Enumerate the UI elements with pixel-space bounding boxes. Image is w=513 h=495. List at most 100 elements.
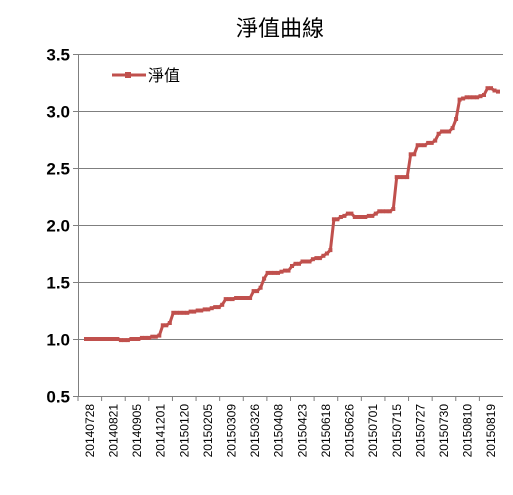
data-point bbox=[167, 321, 172, 325]
data-point bbox=[426, 140, 431, 145]
data-point bbox=[352, 215, 357, 219]
data-point bbox=[115, 337, 120, 341]
y-tick-label: 3.0 bbox=[46, 103, 70, 122]
data-point bbox=[94, 337, 99, 341]
data-point bbox=[307, 259, 312, 264]
data-point bbox=[314, 256, 319, 261]
data-point bbox=[101, 337, 106, 341]
data-point bbox=[492, 88, 497, 93]
data-point bbox=[111, 337, 116, 341]
data-point bbox=[192, 309, 197, 314]
data-point bbox=[98, 337, 102, 341]
data-point bbox=[464, 95, 469, 100]
data-point bbox=[125, 338, 130, 343]
x-tick-label: 20150819 bbox=[484, 404, 498, 458]
data-point bbox=[482, 93, 486, 97]
data-point bbox=[359, 215, 364, 219]
x-tick-label: 20140821 bbox=[106, 404, 120, 458]
data-point bbox=[387, 209, 392, 214]
x-tick-label: 20150205 bbox=[201, 404, 215, 458]
data-point bbox=[199, 308, 204, 313]
data-point bbox=[269, 270, 274, 275]
data-point bbox=[258, 285, 263, 290]
x-axis: 20140728 20140821 20140905 20141201 20150120… bbox=[77, 396, 498, 458]
data-point bbox=[436, 131, 441, 136]
data-point bbox=[276, 270, 280, 275]
gridlines bbox=[78, 54, 503, 397]
y-tick-label: 2.5 bbox=[46, 160, 70, 179]
data-point bbox=[255, 289, 260, 294]
data-point bbox=[401, 175, 406, 180]
data-point bbox=[164, 323, 169, 328]
data-point bbox=[84, 337, 88, 341]
data-point bbox=[384, 209, 389, 214]
data-point bbox=[429, 140, 434, 145]
data-point bbox=[87, 337, 92, 341]
data-point bbox=[122, 338, 127, 343]
data-point bbox=[321, 253, 326, 258]
legend-label: 淨值 bbox=[148, 66, 180, 85]
data-point bbox=[471, 95, 476, 100]
data-point bbox=[262, 276, 267, 281]
data-point bbox=[443, 129, 448, 134]
data-point bbox=[398, 175, 403, 180]
data-point bbox=[216, 305, 221, 310]
data-point bbox=[300, 259, 305, 264]
data-point bbox=[213, 305, 218, 310]
data-point bbox=[304, 259, 308, 264]
x-tick-label: 20150810 bbox=[461, 404, 475, 458]
x-tick-label: 20150727 bbox=[413, 404, 427, 458]
y-axis: 0.5 1.0 1.5 2.0 2.5 3.0 3.5 bbox=[46, 46, 79, 407]
series-line bbox=[86, 86, 499, 342]
data-point bbox=[363, 215, 368, 219]
data-point bbox=[118, 338, 123, 343]
data-point bbox=[286, 268, 291, 273]
data-point bbox=[317, 256, 322, 261]
x-tick-label: 20150309 bbox=[224, 404, 238, 458]
data-point bbox=[185, 310, 190, 315]
y-tick-label: 1.5 bbox=[46, 274, 70, 293]
data-point bbox=[223, 297, 228, 302]
data-point bbox=[366, 213, 371, 218]
data-point bbox=[415, 143, 420, 148]
data-point bbox=[335, 217, 340, 222]
data-point bbox=[150, 334, 155, 339]
data-point bbox=[143, 335, 148, 340]
data-point bbox=[349, 211, 354, 216]
data-point bbox=[419, 143, 424, 148]
data-point bbox=[241, 296, 246, 300]
legend-swatch-marker bbox=[125, 72, 131, 78]
data-point bbox=[450, 126, 455, 131]
y-tick-label: 1.0 bbox=[46, 331, 70, 350]
data-point bbox=[283, 268, 287, 273]
data-point bbox=[422, 143, 427, 148]
data-point bbox=[181, 310, 186, 315]
data-point bbox=[478, 94, 483, 99]
data-point bbox=[454, 117, 459, 121]
data-point bbox=[447, 129, 452, 134]
data-point bbox=[408, 152, 413, 157]
data-point bbox=[272, 270, 277, 275]
data-point bbox=[153, 334, 158, 339]
data-point bbox=[251, 289, 256, 294]
data-point bbox=[136, 337, 141, 341]
x-tick-label: 20150120 bbox=[177, 404, 191, 458]
data-point bbox=[342, 213, 347, 218]
data-point bbox=[489, 86, 493, 91]
data-point bbox=[405, 175, 410, 180]
data-point bbox=[475, 95, 480, 100]
x-tick-label: 20150408 bbox=[272, 404, 286, 458]
data-point bbox=[146, 335, 151, 340]
data-point bbox=[394, 175, 399, 180]
x-tick-label: 20150423 bbox=[295, 404, 309, 458]
data-point bbox=[293, 261, 298, 266]
y-tick-label: 3.5 bbox=[46, 46, 70, 65]
data-point bbox=[237, 296, 242, 300]
data-point bbox=[331, 217, 336, 222]
x-tick-label: 20150626 bbox=[343, 404, 357, 458]
x-tick-label: 20140728 bbox=[83, 404, 97, 458]
data-point bbox=[248, 296, 253, 300]
data-point bbox=[104, 337, 109, 341]
data-point bbox=[356, 215, 361, 219]
